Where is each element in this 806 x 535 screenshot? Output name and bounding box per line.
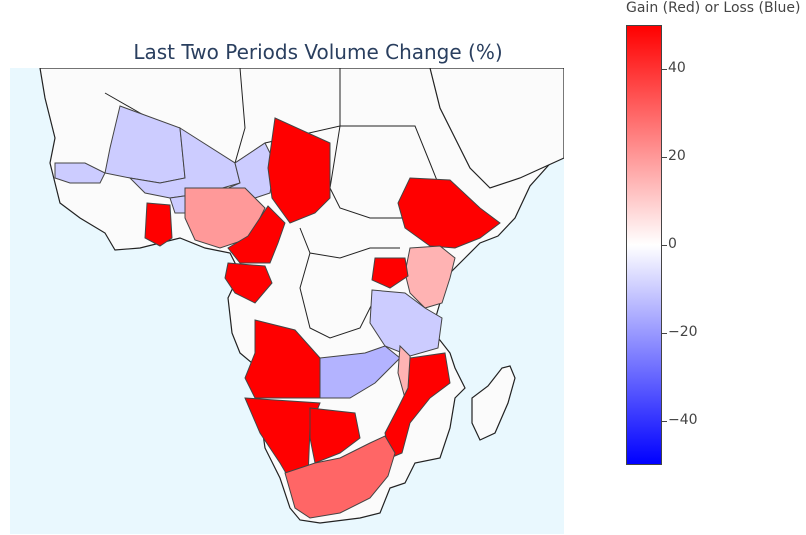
chart-title: Last Two Periods Volume Change (%) — [133, 40, 503, 64]
region-nigeria[interactable] — [184, 187, 266, 249]
region-cameroon[interactable] — [227, 205, 286, 264]
region-mozambique[interactable] — [384, 352, 451, 459]
colorbar-tickmark — [662, 157, 667, 158]
colorbar-tick-label: 40 — [668, 60, 686, 76]
colorbar-tickmark — [662, 245, 667, 246]
colorbar-tickmark — [662, 421, 667, 422]
region-gabon[interactable] — [224, 262, 273, 304]
region-ghana[interactable] — [144, 202, 173, 247]
region-uganda[interactable] — [371, 257, 409, 289]
colorbar-tick-label: −20 — [668, 324, 698, 340]
africa-map — [39, 68, 564, 524]
colorbar-tick-label: 0 — [668, 236, 677, 252]
colorbar-tickmark — [662, 333, 667, 334]
colorbar-tick-label: −40 — [668, 412, 698, 428]
region-senegal[interactable] — [54, 162, 106, 184]
region-kenya[interactable] — [404, 245, 456, 309]
region-ethiopia[interactable] — [397, 177, 501, 249]
map-plot-area[interactable] — [10, 68, 564, 534]
region-chad[interactable] — [267, 117, 331, 224]
region-zambia[interactable] — [319, 345, 401, 399]
colorbar-tick-label: 20 — [668, 148, 686, 164]
colorbar-title: Gain (Red) or Loss (Blue) — [626, 0, 801, 16]
madagascar — [471, 365, 516, 441]
region-south-africa[interactable] — [284, 435, 396, 519]
region-angola[interactable] — [244, 319, 321, 399]
arabian-peninsula — [429, 68, 564, 189]
choropleth-regions — [54, 105, 501, 519]
colorbar-tickmark — [662, 69, 667, 70]
region-botswana[interactable] — [309, 407, 361, 464]
region-tanzania[interactable] — [369, 289, 443, 357]
colorbar — [626, 25, 662, 465]
